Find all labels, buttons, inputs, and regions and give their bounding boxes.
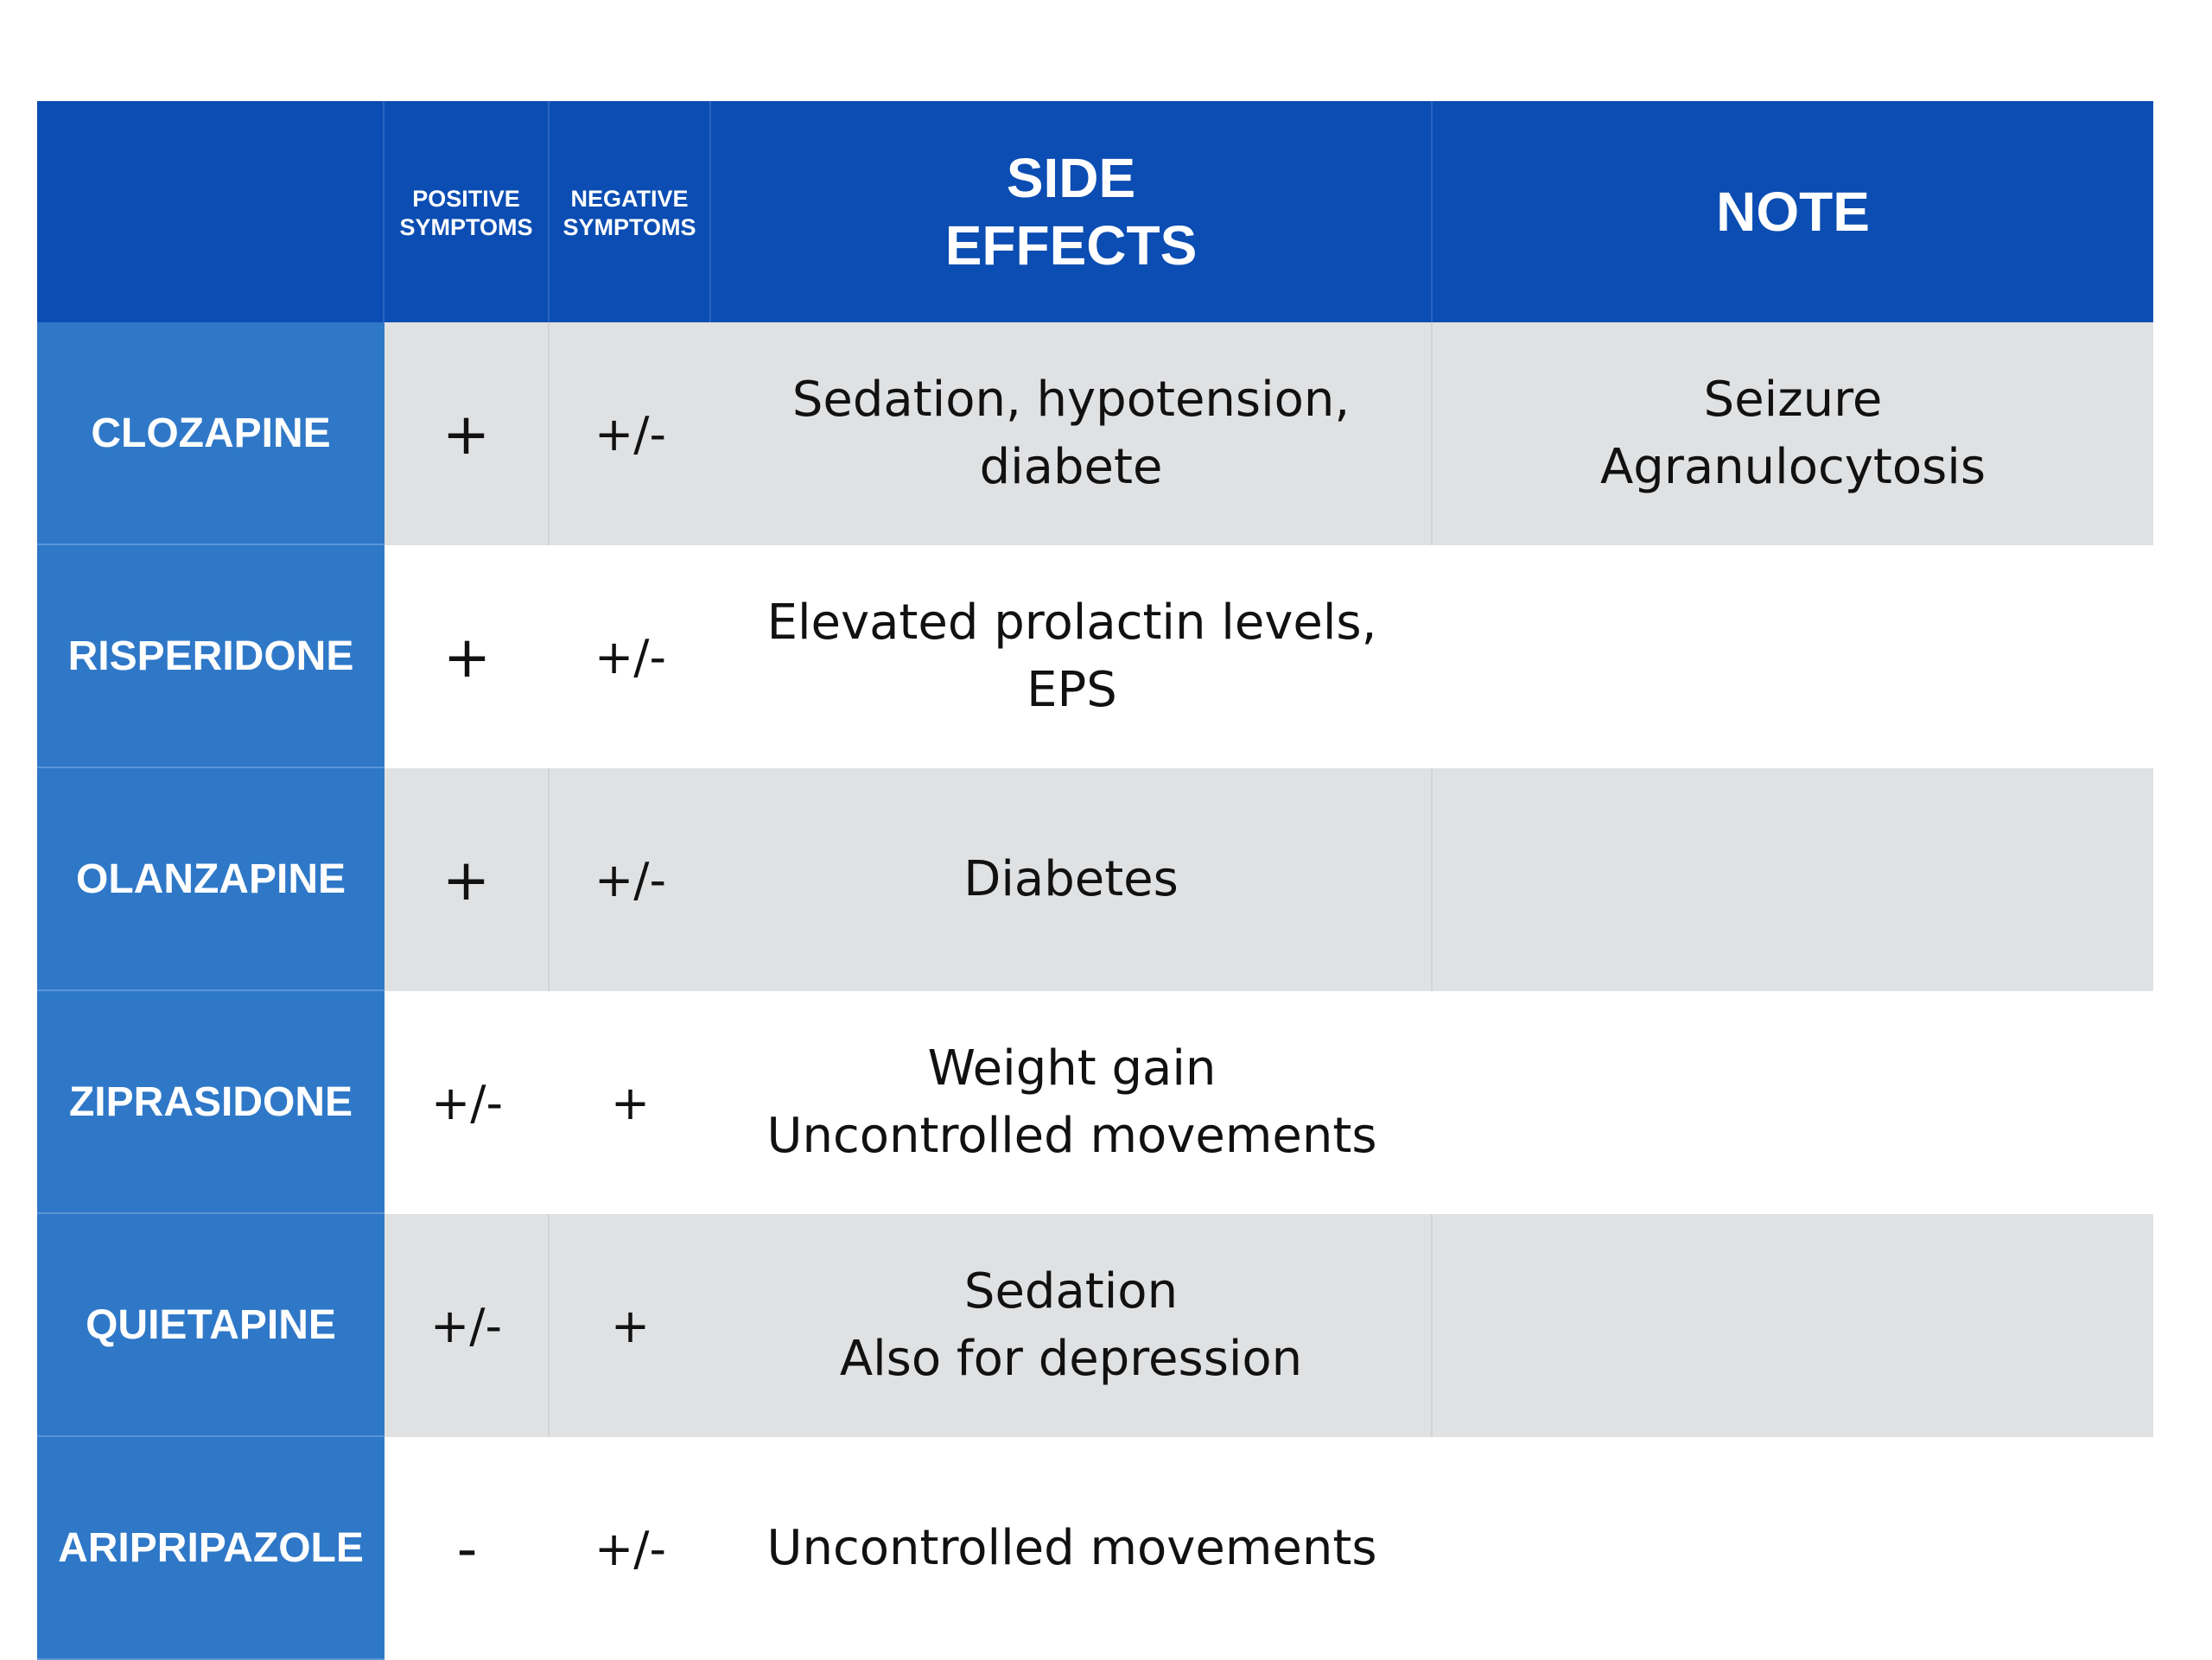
header-positive-line: POSITIVE [412, 186, 520, 212]
note-cell: Seizure Agranulocytosis [1433, 322, 2153, 545]
negative-cell: +/- [550, 545, 711, 768]
header-corner-cell [37, 101, 385, 322]
side-effect-line: Uncontrolled movements [766, 1108, 1377, 1164]
header-side-effects-line: SIDE [1006, 147, 1136, 209]
antipsychotics-table: POSITIVE SYMPTOMS NEGATIVE SYMPTOMS SIDE… [37, 101, 2153, 1660]
negative-value: +/- [594, 1521, 666, 1576]
side-effect-line: Weight gain [927, 1040, 1217, 1097]
header-negative-line: SYMPTOMS [563, 214, 696, 240]
side-effects-cell: Diabetes [711, 768, 1433, 991]
drug-name-cell: RISPERIDONE [37, 545, 385, 768]
negative-cell: +/- [550, 322, 711, 545]
header-positive-line: SYMPTOMS [399, 214, 533, 240]
drug-name: QUIETAPINE [86, 1301, 336, 1348]
negative-value: +/- [594, 852, 666, 907]
drug-name: OLANZAPINE [76, 855, 346, 902]
side-effect-line: diabete [979, 439, 1163, 495]
positive-cell: +/- [385, 991, 550, 1214]
note-cell [1433, 991, 2153, 1214]
header-negative-symptoms: NEGATIVE SYMPTOMS [550, 101, 711, 322]
header-side-effects: SIDE EFFECTS [711, 101, 1433, 322]
drug-name-cell: CLOZAPINE [37, 322, 385, 545]
note-cell [1433, 545, 2153, 768]
negative-cell: + [550, 1214, 711, 1437]
positive-value: - [456, 1515, 478, 1582]
side-effect-line: Also for depression [839, 1331, 1303, 1387]
side-effects-cell: Sedation Also for depression [711, 1214, 1433, 1437]
note-cell [1433, 768, 2153, 991]
positive-cell: + [385, 768, 550, 991]
negative-cell: +/- [550, 1437, 711, 1660]
header-note-label: NOTE [1716, 181, 1870, 243]
header-note: NOTE [1433, 101, 2153, 322]
drug-name-cell: OLANZAPINE [37, 768, 385, 991]
positive-value: +/- [431, 1075, 503, 1130]
positive-cell: +/- [385, 1214, 550, 1437]
negative-value: +/- [594, 406, 666, 461]
side-effects-cell: Weight gain Uncontrolled movements [711, 991, 1433, 1214]
side-effects-cell: Uncontrolled movements [711, 1437, 1433, 1660]
header-side-effects-line: EFFECTS [944, 214, 1198, 277]
side-effect-line: Uncontrolled movements [766, 1520, 1377, 1576]
note-line: Agranulocytosis [1599, 439, 1986, 495]
drug-name: ZIPRASIDONE [68, 1078, 353, 1125]
side-effects-cell: Sedation, hypotension, diabete [711, 322, 1433, 545]
side-effect-line: Diabetes [963, 851, 1179, 907]
positive-value: + [442, 400, 491, 467]
note-line: Seizure [1703, 372, 1883, 428]
side-effect-line: EPS [1027, 662, 1117, 718]
note-cell [1433, 1437, 2153, 1660]
side-effect-line: Sedation, hypotension, [791, 372, 1351, 428]
header-positive-symptoms: POSITIVE SYMPTOMS [385, 101, 550, 322]
note-cell [1433, 1214, 2153, 1437]
drug-name: ARIPRIPAZOLE [58, 1524, 364, 1571]
drug-name: RISPERIDONE [67, 633, 354, 679]
negative-value: +/- [594, 629, 666, 684]
positive-cell: + [385, 322, 550, 545]
negative-value: + [610, 1298, 651, 1353]
drug-name-cell: QUIETAPINE [37, 1214, 385, 1437]
negative-cell: + [550, 991, 711, 1214]
side-effects-cell: Elevated prolactin levels, EPS [711, 545, 1433, 768]
positive-value: + [442, 623, 492, 690]
positive-cell: - [385, 1437, 550, 1660]
header-negative-line: NEGATIVE [570, 186, 689, 212]
positive-cell: + [385, 545, 550, 768]
positive-value: + [442, 846, 491, 913]
side-effect-line: Sedation [963, 1263, 1179, 1320]
positive-value: +/- [430, 1298, 502, 1353]
drug-name-cell: ARIPRIPAZOLE [37, 1437, 385, 1660]
drug-name: CLOZAPINE [91, 410, 331, 456]
drug-name-cell: ZIPRASIDONE [37, 991, 385, 1214]
side-effect-line: Elevated prolactin levels, [766, 595, 1377, 651]
negative-cell: +/- [550, 768, 711, 991]
negative-value: + [610, 1075, 651, 1130]
